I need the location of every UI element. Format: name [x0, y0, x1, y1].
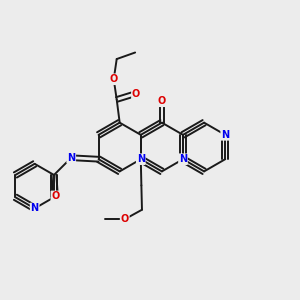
Text: O: O [121, 214, 129, 224]
Text: N: N [137, 154, 145, 164]
Text: O: O [158, 96, 166, 106]
Text: O: O [51, 191, 60, 201]
Text: O: O [132, 88, 140, 98]
Text: N: N [221, 130, 229, 140]
Text: N: N [31, 203, 39, 213]
Text: N: N [179, 154, 187, 164]
Text: O: O [110, 74, 118, 84]
Text: N: N [67, 153, 75, 163]
